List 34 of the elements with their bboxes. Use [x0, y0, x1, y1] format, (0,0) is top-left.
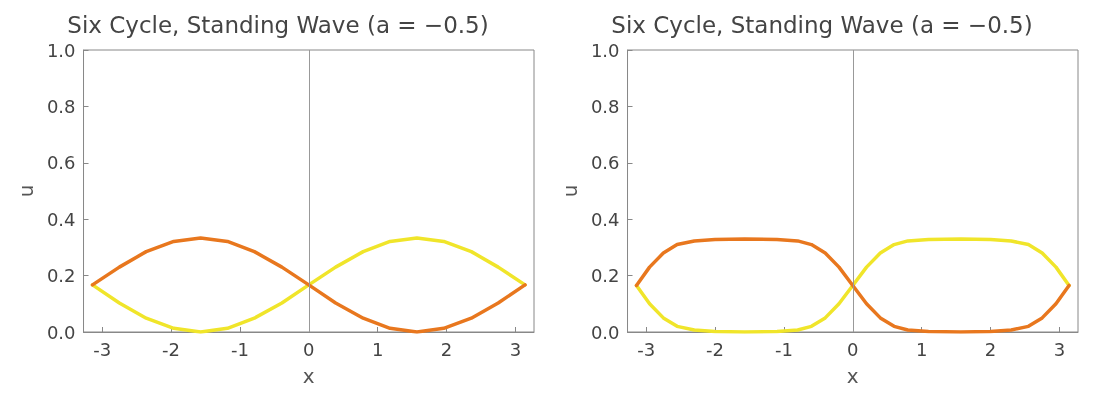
x-tick-label: -2 [706, 338, 724, 360]
x-tick-label: 2 [440, 338, 453, 360]
x-tick-label: 3 [509, 338, 522, 360]
x-tick-label: 1 [915, 338, 928, 360]
y-tick-label: 0.2 [590, 265, 620, 287]
y-tick-label: 1.0 [590, 39, 620, 61]
y-tick-label: 0.4 [46, 208, 76, 230]
y-tick-label: 0.2 [46, 265, 76, 287]
y-tick-label: 1.0 [46, 39, 76, 61]
y-tick-label: 0.4 [590, 208, 620, 230]
y-tick-label: 0.6 [46, 152, 76, 174]
x-tick-label: 0 [847, 338, 859, 360]
x-axis-title: x [302, 364, 315, 388]
x-tick-label: -3 [93, 338, 112, 360]
line-series [90, 236, 527, 334]
x-tick-label: -2 [162, 338, 180, 360]
x-tick-label: -1 [774, 338, 793, 360]
x-tick-label: 0 [303, 338, 315, 360]
x-tick-label: 2 [984, 338, 997, 360]
x-axis-title: x [846, 364, 859, 388]
y-tick-label: 0.8 [46, 95, 76, 117]
y-tick-label: 0.6 [590, 152, 620, 174]
chart-title: Six Cycle, Standing Wave (a = −0.5) [611, 11, 1033, 38]
x-tick-label: 3 [1053, 338, 1066, 360]
y-axis-title: u [14, 184, 38, 198]
y-tick-label: 0.8 [590, 95, 620, 117]
y-tick-label: 0.0 [590, 321, 620, 343]
x-tick-label: 1 [371, 338, 384, 360]
x-tick-label: -3 [637, 338, 656, 360]
y-tick-label: 0.0 [46, 321, 76, 343]
line-series [634, 237, 1071, 334]
x-tick-label: -1 [230, 338, 249, 360]
chart-title: Six Cycle, Standing Wave (a = −0.5) [67, 11, 489, 38]
y-axis-title: u [558, 184, 582, 198]
